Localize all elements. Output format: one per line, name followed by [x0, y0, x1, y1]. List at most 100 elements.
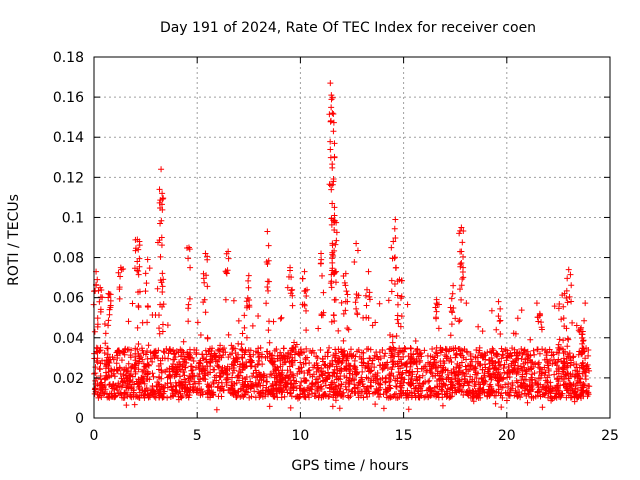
data-point — [539, 391, 546, 398]
data-point — [528, 394, 535, 401]
data-point — [295, 350, 302, 357]
data-point — [110, 356, 117, 363]
data-point — [154, 285, 161, 292]
data-point — [243, 373, 250, 380]
data-point — [545, 394, 552, 401]
data-point — [406, 370, 413, 377]
data-point — [97, 284, 104, 291]
data-point — [508, 385, 515, 392]
data-point — [211, 353, 218, 360]
data-point — [238, 354, 245, 361]
data-point — [97, 366, 104, 373]
data-point — [141, 380, 148, 387]
x-tick-label: 25 — [601, 428, 619, 444]
data-point — [363, 374, 370, 381]
data-point — [338, 366, 345, 373]
data-point — [93, 344, 100, 351]
data-point — [313, 353, 320, 360]
data-point — [586, 383, 593, 390]
data-point — [117, 273, 124, 280]
data-point — [267, 371, 274, 378]
data-point — [460, 391, 467, 398]
data-point — [332, 383, 339, 390]
data-point — [455, 369, 462, 376]
data-point — [363, 302, 370, 309]
data-point — [97, 294, 104, 301]
data-point — [534, 381, 541, 388]
data-point — [213, 352, 220, 359]
data-point — [333, 268, 340, 275]
data-point — [509, 358, 516, 365]
data-point — [515, 355, 522, 362]
data-point — [169, 387, 176, 394]
data-point — [210, 379, 217, 386]
data-point — [136, 358, 143, 365]
data-point — [450, 305, 457, 312]
data-point — [532, 360, 539, 367]
data-point — [175, 389, 182, 396]
data-point — [344, 291, 351, 298]
data-point — [371, 352, 378, 359]
data-point — [108, 366, 115, 373]
data-point — [228, 386, 235, 393]
data-point — [302, 287, 309, 294]
data-point — [230, 364, 237, 371]
data-point — [474, 392, 481, 399]
data-point — [497, 330, 504, 337]
data-point — [387, 385, 394, 392]
data-point — [402, 361, 409, 368]
data-point — [394, 316, 401, 323]
data-point — [472, 365, 479, 372]
data-point — [201, 375, 208, 382]
data-point — [244, 295, 251, 302]
data-point — [156, 325, 163, 332]
data-point — [573, 322, 580, 329]
data-point — [460, 264, 467, 271]
data-point — [394, 292, 401, 299]
data-point — [326, 384, 333, 391]
data-point — [284, 367, 291, 374]
data-point — [382, 379, 389, 386]
data-point — [583, 387, 590, 394]
data-point — [190, 358, 197, 365]
data-point — [229, 382, 236, 389]
data-point — [166, 368, 173, 375]
data-point — [505, 383, 512, 390]
data-point — [109, 354, 116, 361]
data-point — [266, 403, 273, 410]
data-point — [224, 363, 231, 370]
data-point — [486, 390, 493, 397]
data-point — [134, 267, 141, 274]
data-point — [191, 346, 198, 353]
data-point — [287, 368, 294, 375]
data-point — [473, 393, 480, 400]
data-point — [227, 389, 234, 396]
data-point — [564, 275, 571, 282]
data-point — [204, 394, 211, 401]
data-point — [182, 364, 189, 371]
data-point — [102, 369, 109, 376]
data-point — [117, 264, 124, 271]
data-point — [328, 278, 335, 285]
data-point — [281, 353, 288, 360]
x-tick-label: 10 — [291, 428, 309, 444]
data-point — [314, 386, 321, 393]
data-point — [203, 359, 210, 366]
data-point — [447, 393, 454, 400]
data-point — [135, 246, 142, 253]
data-point — [287, 390, 294, 397]
data-point — [334, 358, 341, 365]
data-point — [290, 374, 297, 381]
data-point — [324, 349, 331, 356]
data-point — [492, 359, 499, 366]
data-point — [287, 290, 294, 297]
data-point — [247, 347, 254, 354]
data-point — [285, 350, 292, 357]
data-point — [400, 389, 407, 396]
data-point — [156, 330, 163, 337]
data-point — [297, 359, 304, 366]
data-point — [479, 366, 486, 373]
data-point — [558, 392, 565, 399]
data-point — [242, 348, 249, 355]
data-point — [385, 394, 392, 401]
